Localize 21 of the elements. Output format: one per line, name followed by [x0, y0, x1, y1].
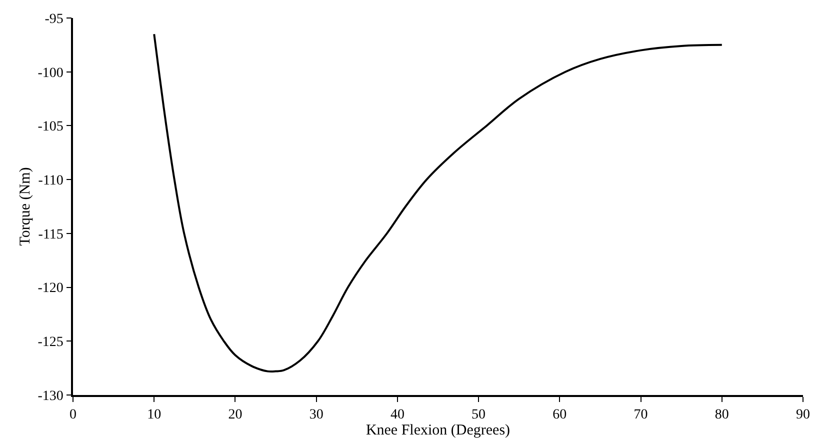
y-tick-label: -120: [38, 281, 64, 296]
y-tick-label: -130: [38, 388, 64, 404]
x-tick-label: 50: [472, 408, 486, 423]
x-tick-label: 90: [796, 408, 810, 423]
x-tick-label: 80: [714, 408, 729, 423]
x-tick-label: 10: [147, 408, 162, 423]
y-tick-label: -100: [38, 66, 64, 81]
y-tick-label: -125: [38, 335, 64, 350]
y-axis-title: Torque (Nm): [18, 167, 34, 246]
y-tick-label: -115: [38, 227, 64, 242]
y-tick-label: -110: [38, 173, 64, 188]
x-tick-label: 40: [390, 408, 404, 423]
y-tick-label: -105: [38, 120, 64, 135]
x-tick-label: 30: [309, 408, 324, 423]
x-tick-label: 70: [634, 408, 648, 423]
x-tick-label: 0: [70, 408, 76, 423]
x-axis-title: Knee Flexion (Degrees): [366, 422, 510, 439]
x-tick-label: 60: [552, 408, 567, 423]
line-series: [153, 33, 723, 373]
x-tick-label: 20: [228, 408, 242, 423]
y-tick-label: -95: [44, 12, 64, 27]
